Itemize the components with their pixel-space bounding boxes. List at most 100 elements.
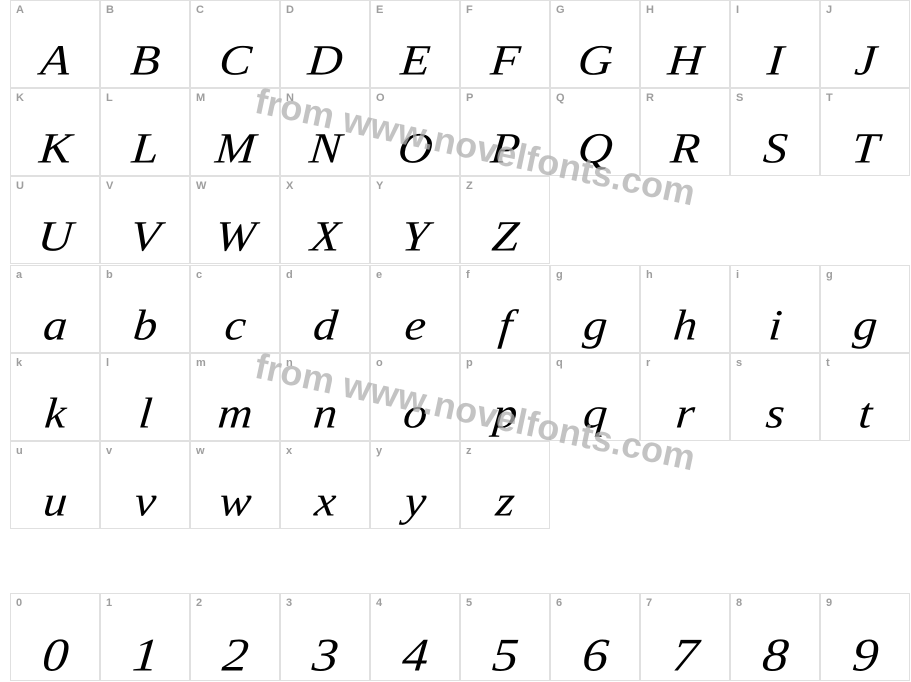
cell-glyph: L xyxy=(99,124,191,174)
cell-glyph: V xyxy=(99,212,191,262)
cell-label: e xyxy=(376,269,382,281)
cell-glyph: S xyxy=(729,124,821,174)
cell-label: y xyxy=(376,445,382,457)
glyph-cell: EE xyxy=(370,0,460,88)
glyph-row: KKLLMMNNOOPPQQRRSSTT xyxy=(10,88,910,176)
cell-label: x xyxy=(286,445,292,457)
cell-glyph: p xyxy=(459,389,551,439)
cell-glyph: m xyxy=(189,389,281,439)
glyph-cell: TT xyxy=(820,88,910,176)
cell-label: P xyxy=(466,92,473,104)
cell-glyph: u xyxy=(9,477,101,527)
cell-label: z xyxy=(466,445,472,457)
cell-label: 2 xyxy=(196,597,202,609)
cell-label: m xyxy=(196,357,206,369)
cell-glyph: k xyxy=(9,389,101,439)
cell-label: Y xyxy=(376,180,383,192)
cell-label: h xyxy=(646,269,653,281)
glyph-row: aabbccddeeffgghhiigg xyxy=(10,265,910,353)
cell-glyph: E xyxy=(369,36,461,86)
cell-label: G xyxy=(556,4,565,16)
cell-glyph: J xyxy=(819,36,911,86)
glyph-cell: tt xyxy=(820,353,910,441)
cell-glyph: 0 xyxy=(9,629,102,682)
cell-label: u xyxy=(16,445,23,457)
cell-label: X xyxy=(286,180,293,192)
cell-label: O xyxy=(376,92,385,104)
cell-glyph: l xyxy=(99,389,191,439)
cell-glyph: 8 xyxy=(729,629,822,682)
cell-label: Q xyxy=(556,92,565,104)
cell-glyph: d xyxy=(279,301,371,351)
cell-glyph: i xyxy=(729,301,821,351)
glyph-cell: rr xyxy=(640,353,730,441)
cell-label: f xyxy=(466,269,470,281)
glyph-cell: HH xyxy=(640,0,730,88)
cell-glyph: x xyxy=(279,477,371,527)
cell-label: A xyxy=(16,4,24,16)
cell-glyph: O xyxy=(369,124,461,174)
glyph-cell: qq xyxy=(550,353,640,441)
cell-glyph: M xyxy=(189,124,281,174)
cell-glyph: I xyxy=(729,36,821,86)
cell-label: g xyxy=(556,269,563,281)
cell-label: T xyxy=(826,92,833,104)
cell-glyph: K xyxy=(9,124,101,174)
glyph-cell: ee xyxy=(370,265,460,353)
cell-glyph: 9 xyxy=(819,629,911,682)
glyph-cell: ss xyxy=(730,353,820,441)
cell-glyph: g xyxy=(549,301,641,351)
cell-glyph: n xyxy=(279,389,371,439)
cell-glyph: Q xyxy=(549,124,641,174)
cell-glyph: F xyxy=(459,36,551,86)
cell-glyph: 4 xyxy=(369,629,462,682)
glyph-cell: zz xyxy=(460,441,550,529)
glyph-cell: uu xyxy=(10,441,100,529)
cell-glyph: A xyxy=(9,36,101,86)
glyph-row: uuvvwwxxyyzz xyxy=(10,441,910,529)
cell-label: b xyxy=(106,269,113,281)
cell-glyph: c xyxy=(189,301,281,351)
cell-label: J xyxy=(826,4,832,16)
cell-glyph: 7 xyxy=(639,629,732,682)
cell-glyph: f xyxy=(459,301,551,351)
glyph-cell: SS xyxy=(730,88,820,176)
glyph-cell: LL xyxy=(100,88,190,176)
cell-label: 9 xyxy=(826,597,832,609)
cell-glyph: Z xyxy=(459,212,551,262)
cell-label: C xyxy=(196,4,204,16)
cell-label: t xyxy=(826,357,830,369)
glyph-cell: ii xyxy=(730,265,820,353)
glyph-cell: JJ xyxy=(820,0,910,88)
cell-label: i xyxy=(736,269,739,281)
cell-glyph: s xyxy=(729,389,821,439)
cell-glyph: 6 xyxy=(549,629,642,682)
cell-label: S xyxy=(736,92,743,104)
cell-label: p xyxy=(466,357,473,369)
glyph-cell: mm xyxy=(190,353,280,441)
cell-glyph: q xyxy=(549,389,641,439)
cell-glyph: T xyxy=(819,124,911,174)
cell-glyph: b xyxy=(99,301,191,351)
cell-label: U xyxy=(16,180,24,192)
cell-label: 7 xyxy=(646,597,652,609)
cell-glyph: z xyxy=(459,477,551,527)
glyph-cell: XX xyxy=(280,176,370,264)
glyph-cell: ZZ xyxy=(460,176,550,264)
cell-label: 6 xyxy=(556,597,562,609)
glyph-cell: ll xyxy=(100,353,190,441)
glyph-cell: gg xyxy=(550,265,640,353)
cell-label: 1 xyxy=(106,597,112,609)
glyph-cell: CC xyxy=(190,0,280,88)
cell-label: B xyxy=(106,4,114,16)
glyph-cell: QQ xyxy=(550,88,640,176)
cell-label: K xyxy=(16,92,24,104)
cell-glyph: B xyxy=(99,36,191,86)
cell-label: o xyxy=(376,357,383,369)
glyph-cell: VV xyxy=(100,176,190,264)
cell-glyph: H xyxy=(639,36,731,86)
cell-label: M xyxy=(196,92,205,104)
glyph-cell: kk xyxy=(10,353,100,441)
cell-glyph: W xyxy=(189,212,281,262)
glyph-cell: FF xyxy=(460,0,550,88)
